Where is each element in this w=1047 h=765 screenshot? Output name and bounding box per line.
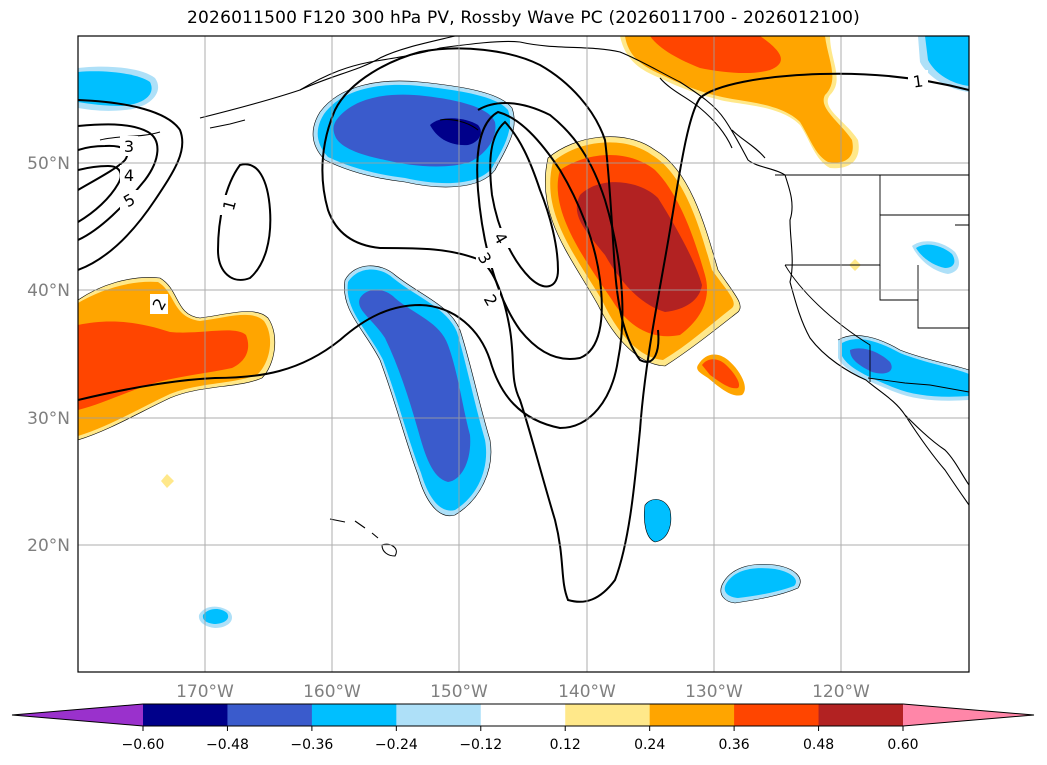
contour-1-east — [321, 47, 969, 603]
colorbar-extend-min — [12, 704, 143, 726]
negative-anomaly-ne-corner — [918, 36, 969, 92]
lat-label: 50°N — [27, 154, 70, 174]
colorbar-segment — [311, 704, 397, 726]
lat-label: 30°N — [27, 409, 70, 429]
map-title: 2026011500 F120 300 hPa PV, Rossby Wave … — [187, 8, 860, 28]
colorbar-tick-label: 0.60 — [887, 737, 918, 753]
contour-label: 1 — [219, 198, 240, 213]
positive-anomaly-west — [78, 277, 275, 440]
lat-label: 40°N — [27, 281, 70, 301]
lon-label: 130°W — [685, 682, 743, 702]
positive-anomaly-small — [697, 354, 745, 396]
contour-labels: 1 1 2 2 3 3 4 4 5 — [120, 70, 928, 314]
colorbar-tick-label: −0.36 — [290, 737, 333, 753]
contour-label: 1 — [912, 71, 925, 91]
political-borders — [775, 174, 969, 393]
contour-2-west — [78, 102, 624, 430]
lon-label: 170°W — [176, 682, 234, 702]
colorbar-tick-label: −0.60 — [122, 737, 165, 753]
lon-label: 160°W — [303, 682, 361, 702]
contour-label: 3 — [124, 137, 134, 156]
contour-2-north — [78, 99, 184, 271]
anomaly-outlines — [78, 80, 969, 604]
colorbar-segment — [396, 704, 482, 726]
gridlines — [78, 36, 969, 672]
colorbar-tick-label: 0.48 — [803, 737, 834, 753]
positive-anomaly-speck — [161, 474, 174, 488]
colorbar-segment — [227, 704, 313, 726]
colorbar-segment — [565, 704, 651, 726]
colorbar-extend-max — [903, 704, 1034, 726]
latitude-labels: 50°N 40°N 30°N 20°N — [27, 154, 70, 556]
negative-anomaly-central-pacific — [344, 265, 491, 516]
colorbar-segment — [143, 704, 228, 726]
lon-label: 150°W — [430, 682, 488, 702]
negative-anomaly-patch-1 — [644, 499, 671, 542]
negative-anomaly-nw-corner — [78, 66, 159, 111]
contour-label: 4 — [124, 166, 134, 185]
map-frame — [77, 35, 970, 673]
lat-label: 20°N — [27, 536, 70, 556]
colorbar-segment — [734, 704, 820, 726]
positive-anomaly-bc-coast — [620, 36, 859, 169]
lon-label: 120°W — [812, 682, 870, 702]
colorbar: −0.60 −0.48 −0.36 −0.24 −0.12 0.12 0.24 0.36 0.4… — [11, 703, 1035, 753]
contour-4-mid — [489, 120, 560, 288]
negative-anomaly-patch-2 — [720, 564, 801, 603]
colorbar-segment — [818, 704, 904, 726]
lon-label: 140°W — [558, 682, 616, 702]
colorbar-segment — [480, 704, 566, 726]
colorbar-tick-label: 0.12 — [550, 737, 581, 753]
contour-3-mid — [476, 110, 603, 360]
negative-anomaly-gulf-alaska — [313, 80, 515, 187]
contour-1-west — [216, 163, 272, 281]
colorbar-tick-label: 0.24 — [634, 737, 665, 753]
colorbar-tick-label: −0.48 — [206, 737, 249, 753]
negative-anomaly-california — [838, 335, 969, 401]
colorbar-tick-label: −0.12 — [459, 737, 502, 753]
longitude-labels: 170°W 160°W 150°W 140°W 130°W 120°W — [176, 682, 870, 702]
contour-3-north — [78, 123, 159, 241]
contour-5-north — [78, 164, 122, 223]
negative-anomaly-patch-3 — [198, 606, 233, 628]
colorbar-tick-label: −0.24 — [375, 737, 418, 753]
colorbar-tick-label: 0.36 — [719, 737, 750, 753]
colorbar-segment — [649, 704, 735, 726]
negative-anomaly-interior-west — [912, 241, 960, 274]
